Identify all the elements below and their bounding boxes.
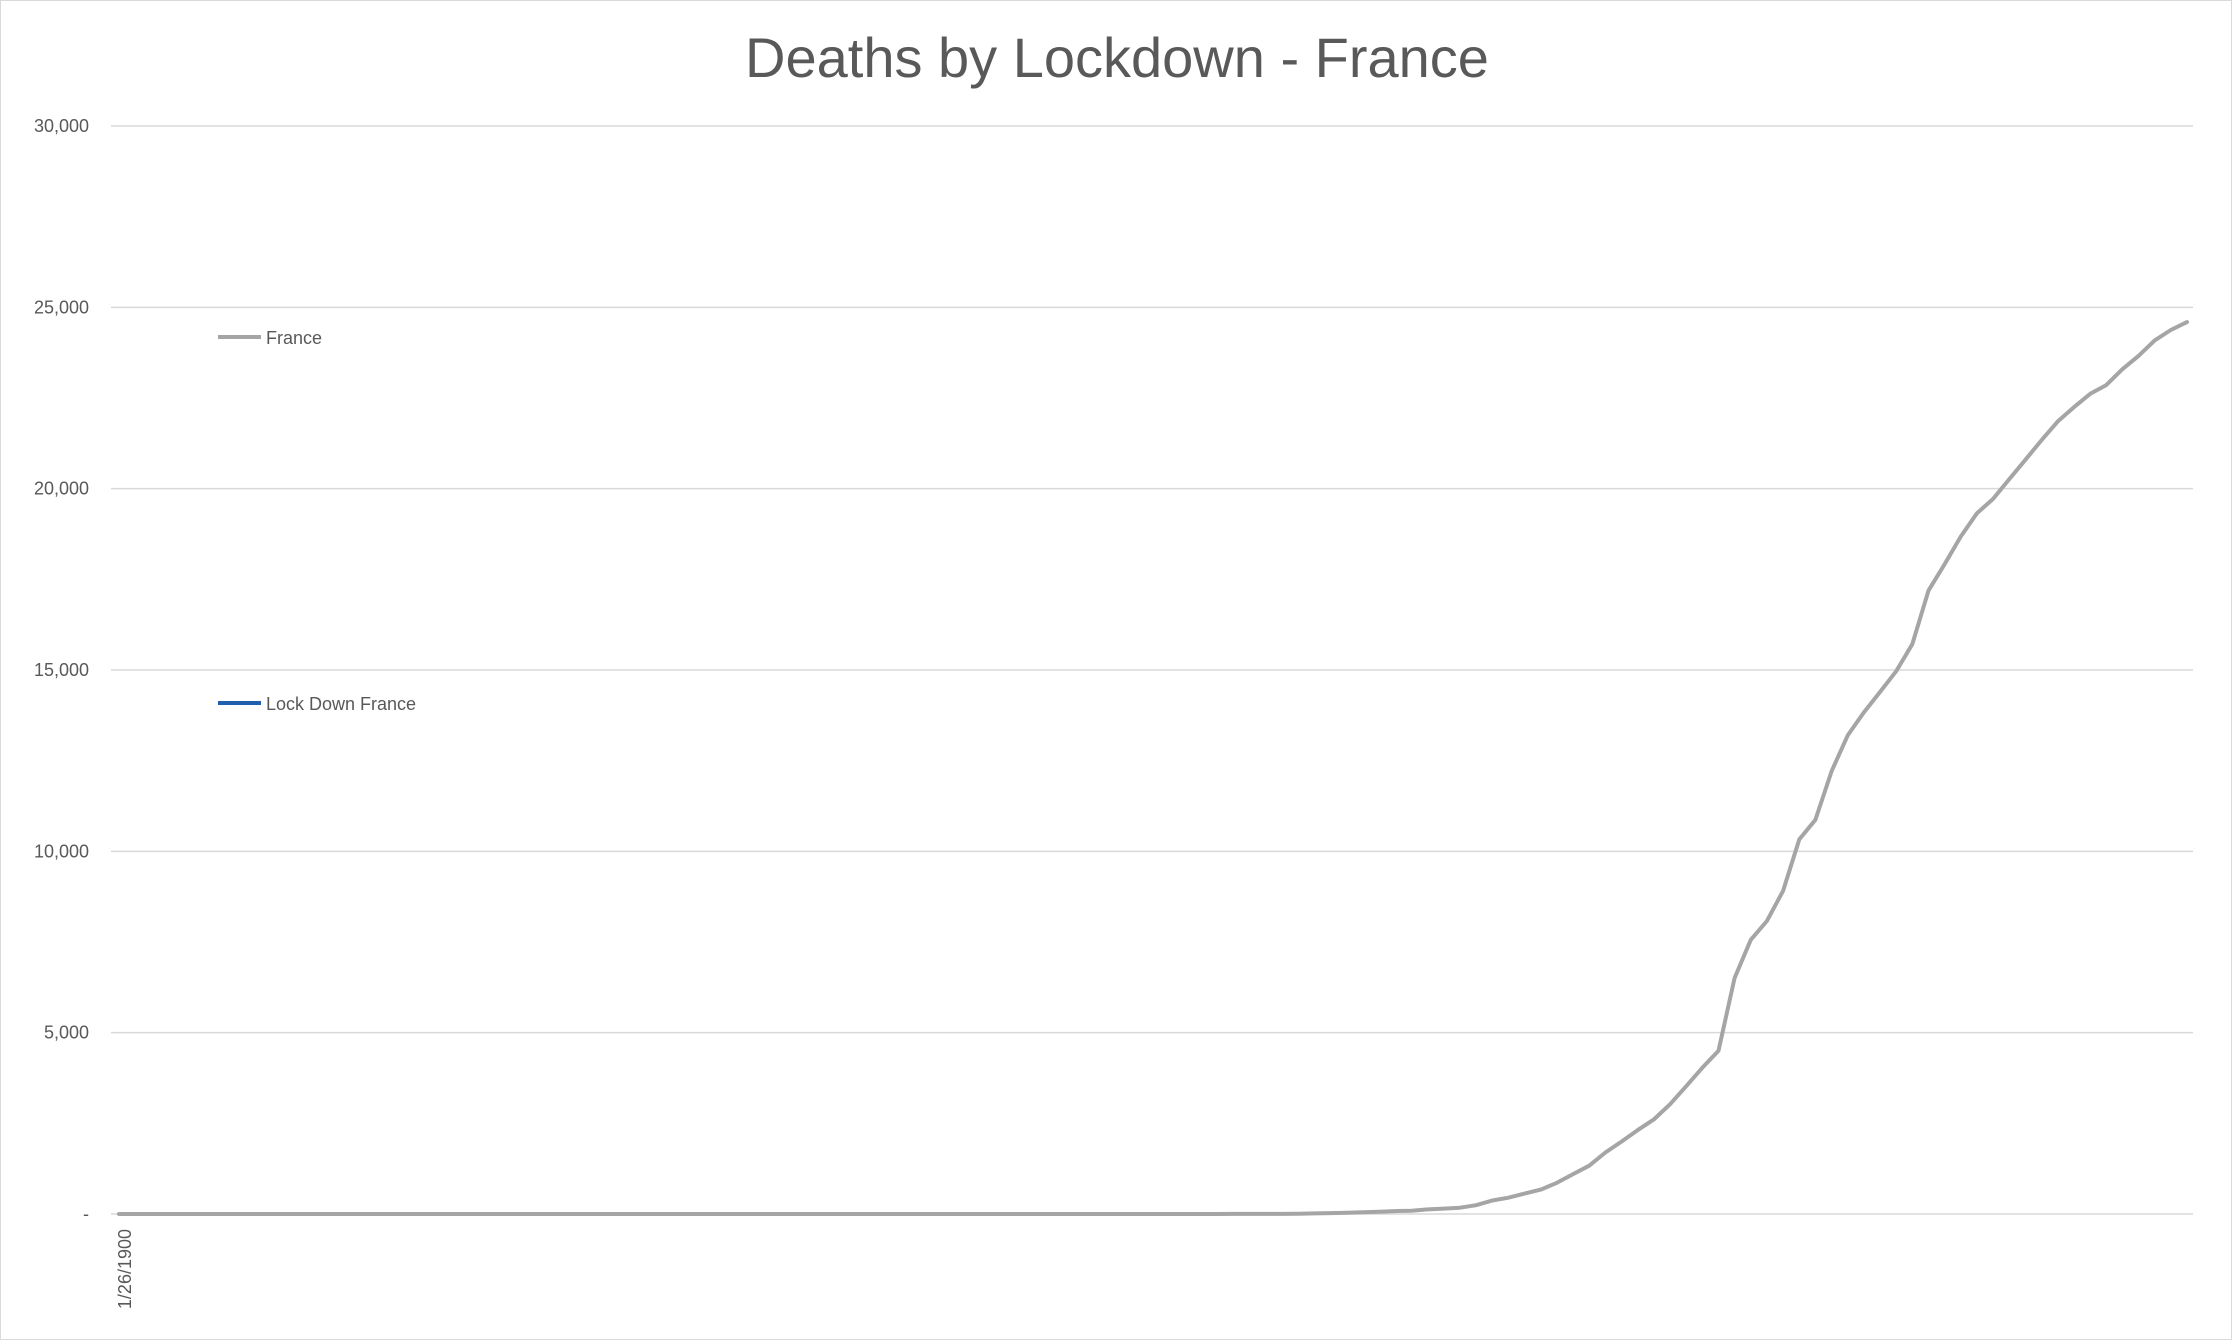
y-tick-label: 15,000	[34, 660, 89, 680]
y-tick-label: 5,000	[44, 1023, 89, 1043]
y-tick-label: 20,000	[34, 479, 89, 499]
y-tick-label: 25,000	[34, 297, 89, 317]
series-lines	[117, 320, 2189, 1216]
legend-label: France	[266, 328, 322, 348]
legend: France Lock Down France	[218, 328, 416, 714]
y-axis-ticks: - 5,000 10,000 15,000 20,000 25,000 30,000	[34, 116, 89, 1224]
x-axis-ticks: 1/26/1900	[115, 1229, 135, 1309]
chart-title: Deaths by Lockdown - France	[745, 26, 1489, 89]
y-tick-label: 30,000	[34, 116, 89, 136]
y-tick-label: -	[83, 1204, 89, 1224]
gridlines	[111, 125, 2193, 1215]
y-tick-label: 10,000	[34, 841, 89, 861]
series-line-france	[117, 320, 2189, 1216]
legend-label: Lock Down France	[266, 694, 416, 714]
x-tick-label: 1/26/1900	[115, 1229, 135, 1309]
